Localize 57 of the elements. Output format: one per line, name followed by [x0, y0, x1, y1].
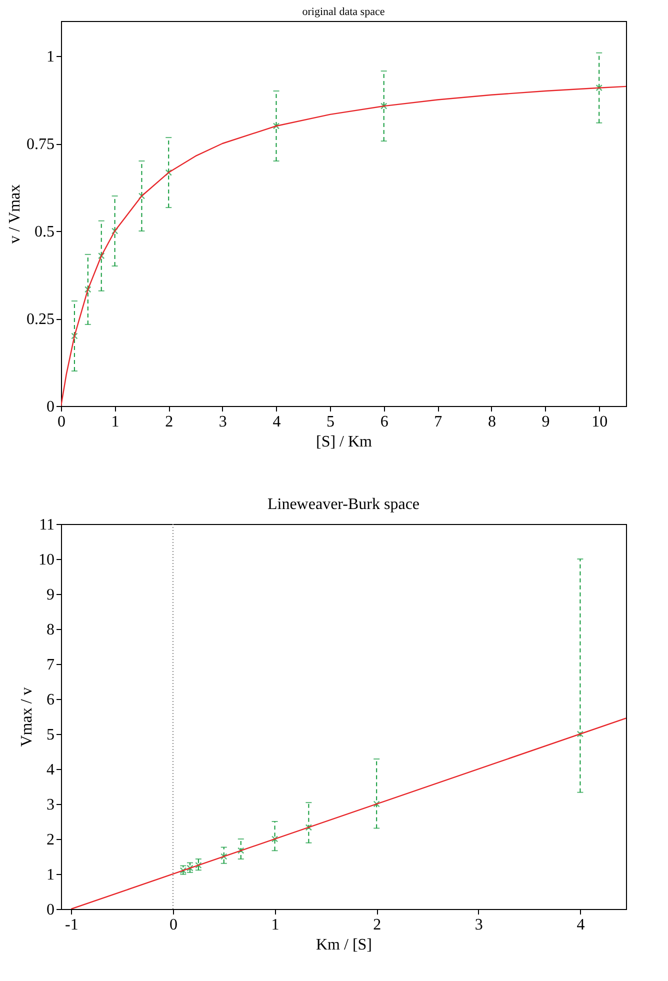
chart-title: Lineweaver-Burk space — [267, 496, 420, 513]
point — [373, 800, 380, 808]
line-series — [61, 86, 626, 406]
point — [84, 286, 92, 293]
x-tick-label: 3 — [474, 916, 483, 934]
point — [165, 169, 172, 176]
y-tick-label: 10 — [38, 552, 54, 568]
point — [71, 332, 78, 340]
point — [195, 862, 202, 869]
y-tick-label: 1 — [46, 48, 54, 66]
x-tick-label: 0 — [58, 414, 66, 430]
y-tick-label: 4 — [46, 762, 54, 778]
y-tick-label: 6 — [46, 692, 54, 708]
point — [596, 84, 602, 92]
y-tick-label: 0.25 — [26, 311, 54, 328]
point — [272, 122, 280, 130]
x-tick-label: 0 — [169, 916, 178, 934]
x-tick-label: -1 — [65, 916, 78, 934]
x-tick-label: 1 — [111, 414, 120, 430]
x-tick-label: 6 — [380, 414, 388, 430]
y-axis-title: Vmax / v — [18, 687, 36, 747]
x-tick-label: 2 — [373, 916, 382, 934]
y-tick-label: 5 — [46, 726, 54, 744]
x-axis-title: Km / [S] — [316, 936, 372, 954]
point — [238, 847, 244, 854]
point — [138, 192, 146, 200]
y-tick-label: 0 — [46, 902, 54, 918]
point — [305, 824, 312, 831]
x-tick-label: 2 — [165, 414, 174, 430]
y-tick-label: 1 — [46, 866, 54, 884]
y-tick-label: 0.5 — [34, 224, 54, 240]
y-tick-label: 3 — [46, 796, 54, 814]
point — [576, 730, 584, 738]
point — [220, 853, 228, 860]
y-tick-label: 7 — [46, 656, 54, 674]
x-tick-label: 10 — [592, 414, 608, 430]
y-tick-label: 0 — [46, 398, 54, 416]
point — [271, 836, 278, 842]
point — [111, 228, 118, 234]
x-axis-title: [S] / Km — [316, 434, 373, 450]
y-tick-label: 8 — [46, 622, 54, 638]
y-tick-label: 11 — [39, 516, 54, 534]
y-axis-title: v / Vmax — [6, 184, 24, 244]
x-tick-label: 9 — [542, 414, 550, 430]
chart-title: original data space — [302, 6, 385, 18]
x-tick-label: 1 — [271, 916, 280, 934]
point — [380, 102, 388, 110]
y-tick-label: 2 — [46, 832, 54, 848]
y-tick-label: 9 — [46, 586, 54, 604]
x-tick-label: 4 — [576, 916, 585, 934]
x-tick-label: 8 — [488, 414, 496, 430]
x-tick-label: 7 — [434, 414, 442, 430]
point — [98, 252, 105, 260]
x-tick-label: 4 — [272, 414, 281, 430]
x-tick-label: 3 — [218, 414, 227, 430]
y-tick-label: 0.75 — [26, 136, 54, 153]
x-tick-label: 5 — [326, 414, 335, 430]
